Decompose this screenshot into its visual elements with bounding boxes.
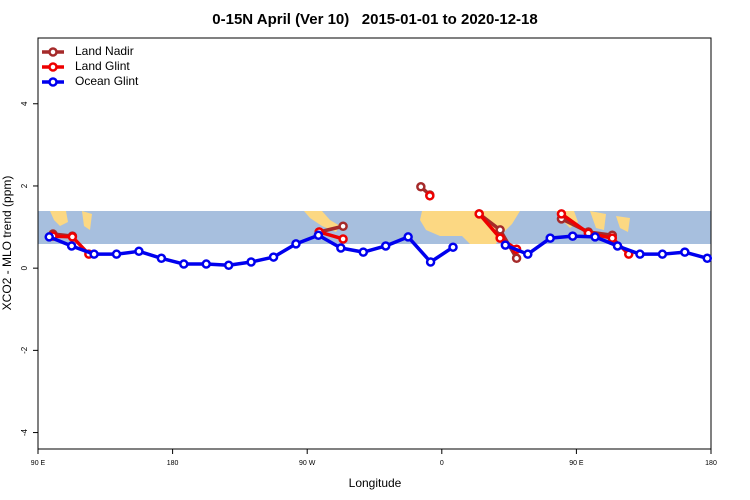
point [134, 246, 144, 257]
point [268, 252, 279, 262]
point [567, 231, 578, 241]
point [89, 249, 99, 259]
plot-frame [37, 37, 712, 450]
point [416, 182, 426, 192]
chart-title: 0-15N April (Ver 10) 2015-01-01 to 2020-… [212, 11, 537, 28]
y-tick-label: 2 [20, 183, 29, 188]
point [179, 259, 189, 269]
point [380, 241, 391, 251]
x-tick-label: 90 E [31, 460, 46, 467]
legend-marker [48, 77, 58, 87]
point [291, 239, 301, 249]
land [50, 211, 92, 230]
point [44, 232, 54, 242]
point [612, 241, 623, 251]
point [680, 247, 690, 257]
point [111, 249, 122, 259]
land [304, 211, 340, 232]
point [336, 243, 346, 253]
y-tick-label: -2 [20, 346, 29, 354]
legend-marker [48, 47, 58, 57]
x-tick-label: 90 W [299, 460, 316, 467]
point [523, 249, 533, 259]
point [635, 249, 645, 259]
point [545, 233, 555, 243]
legend-label: Land Nadir [75, 44, 134, 58]
point [313, 230, 324, 241]
legend-marker [48, 62, 58, 72]
point [556, 209, 567, 219]
point [246, 257, 256, 267]
x-tick-label: 0 [440, 460, 444, 467]
y-tick-label: 4 [20, 101, 29, 106]
point [156, 253, 167, 264]
point [425, 191, 435, 201]
point [474, 209, 484, 219]
point [66, 241, 77, 251]
x-tick-label: 180 [167, 460, 179, 467]
point [657, 249, 668, 259]
point [201, 259, 211, 269]
point [495, 233, 505, 243]
point [500, 240, 511, 250]
land [420, 211, 520, 244]
point [338, 234, 348, 244]
x-tick-label: 180 [705, 460, 717, 467]
point [511, 253, 522, 264]
point [425, 257, 436, 267]
x-axis-label: Longitude [349, 476, 402, 490]
y-tick-label: -4 [20, 428, 29, 436]
point [358, 247, 369, 257]
point [448, 242, 458, 252]
point [590, 232, 600, 242]
point [403, 232, 413, 242]
x-tick-label: 90 E [569, 460, 584, 467]
y-tick-label: 0 [20, 265, 29, 270]
point [607, 233, 618, 243]
point [223, 260, 234, 271]
point [67, 232, 78, 242]
point [702, 253, 713, 264]
land [556, 211, 630, 232]
y-axis-label: XCO2 - MLO trend (ppm) [0, 176, 14, 311]
legend-label: Land Glint [75, 59, 130, 73]
point [338, 221, 348, 231]
point [495, 225, 505, 235]
legend-label: Ocean Glint [75, 74, 139, 88]
